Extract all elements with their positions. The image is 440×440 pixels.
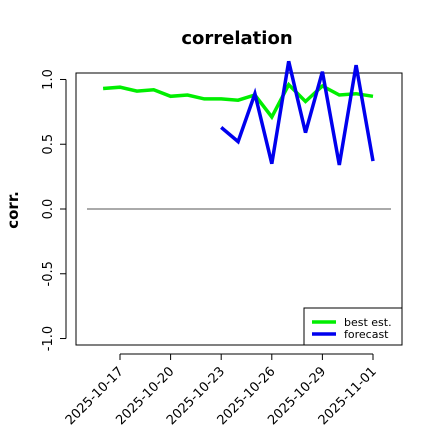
- x-axis: 2025-10-172025-10-202025-10-232025-10-26…: [63, 353, 380, 428]
- y-tick-label: 0.0: [41, 199, 56, 220]
- y-tick-label: -0.5: [41, 261, 56, 286]
- series-line-forecast: [220, 60, 375, 166]
- plot-area: [75, 72, 403, 346]
- y-tick-label: 1.0: [41, 69, 56, 90]
- legend-label: forecast: [344, 328, 389, 341]
- series-line-best-est: [102, 81, 374, 121]
- chart-title: correlation: [181, 28, 292, 49]
- legend-box: [303, 307, 403, 346]
- y-tick-label: 0.5: [41, 134, 56, 155]
- legend-label: best est.: [344, 316, 392, 329]
- y-axis-label: corr.: [4, 191, 22, 229]
- y-axis: -1.0 -0.5 0.0 0.5 1.0: [41, 69, 67, 351]
- plot-lines: [87, 60, 391, 210]
- legend: best est.forecast: [303, 307, 403, 346]
- y-tick-label: -1.0: [41, 326, 56, 351]
